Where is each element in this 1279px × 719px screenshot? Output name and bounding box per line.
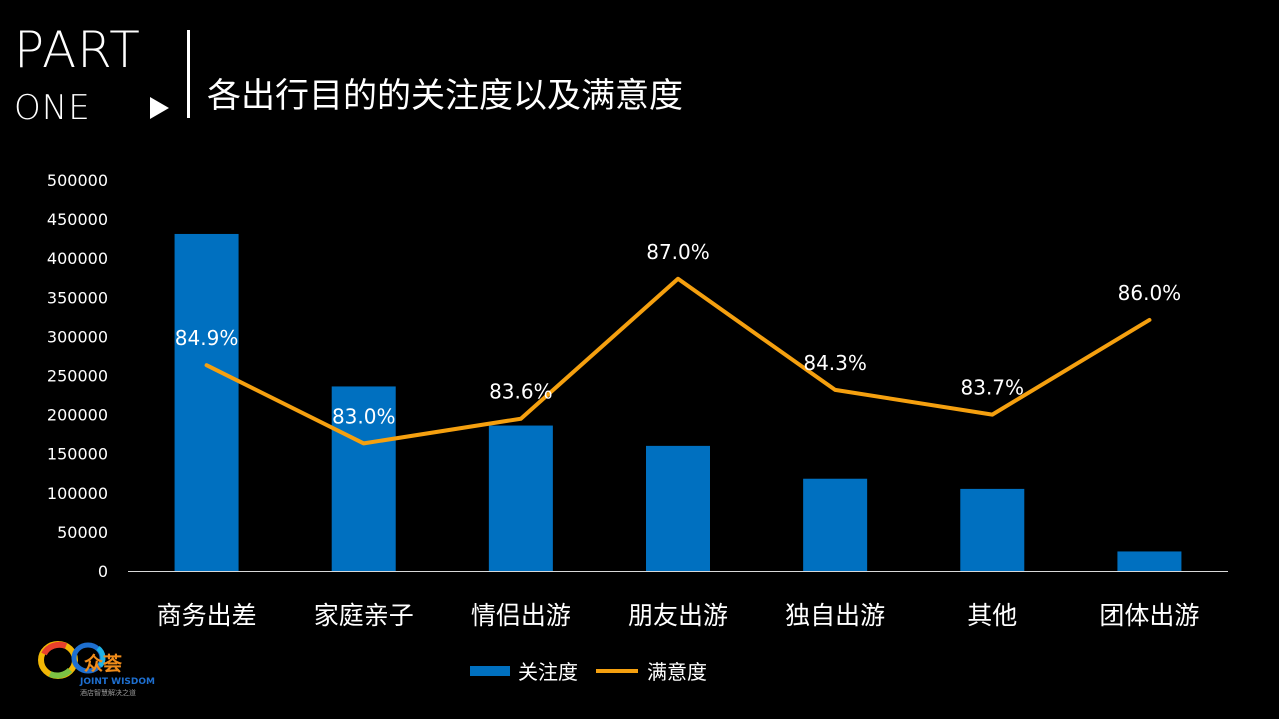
bar [174, 233, 239, 571]
data-label: 83.6% [489, 380, 553, 404]
y-tick-label: 300000 [47, 327, 108, 346]
y-tick-label: 150000 [47, 445, 108, 464]
y-tick-label: 100000 [47, 484, 108, 503]
y-tick-label: 350000 [47, 288, 108, 307]
header-divider [187, 30, 190, 118]
joint-wisdom-logo-icon [38, 641, 106, 679]
bar [488, 425, 553, 571]
bar [960, 488, 1025, 571]
legend-label: 关注度 [518, 660, 578, 684]
bar [803, 478, 868, 571]
logo-brand-text: 众荟 [84, 653, 123, 675]
legend-label: 满意度 [647, 660, 707, 684]
x-tick-label: 团体出游 [1099, 601, 1199, 630]
y-tick-label: 0 [98, 562, 108, 581]
x-tick-label: 情侣出游 [471, 601, 571, 630]
data-label: 84.9% [175, 326, 239, 350]
y-tick-label: 500000 [47, 171, 108, 190]
y-tick-label: 200000 [47, 406, 108, 425]
data-label: 84.3% [803, 351, 867, 375]
logo-english-text: JOINT WISDOM [80, 677, 155, 687]
data-label: 83.0% [332, 404, 396, 428]
bar [646, 445, 710, 571]
x-tick-label: 朋友出游 [628, 601, 728, 630]
y-tick-label: 250000 [47, 367, 108, 386]
bar [1117, 551, 1182, 571]
part-label: PART [14, 21, 141, 79]
y-tick-label: 450000 [47, 210, 108, 229]
y-tick-label: 400000 [47, 249, 108, 268]
logo-subtitle-text: 酒店智慧解决之道 [80, 689, 136, 697]
page-title: 各出行目的的关注度以及满意度 [207, 76, 683, 116]
data-label: 86.0% [1118, 281, 1182, 305]
play-arrow-icon [150, 97, 169, 119]
data-label: 87.0% [646, 240, 710, 264]
one-label: ONE [14, 88, 91, 128]
x-tick-label: 其他 [967, 601, 1017, 630]
x-tick-label: 商务出差 [157, 601, 257, 630]
legend-swatch-bar [470, 666, 510, 676]
y-tick-label: 50000 [57, 523, 108, 542]
bar [331, 386, 396, 571]
x-tick-label: 家庭亲子 [314, 601, 414, 630]
data-label: 83.7% [961, 376, 1025, 400]
x-tick-label: 独自出游 [785, 601, 885, 630]
